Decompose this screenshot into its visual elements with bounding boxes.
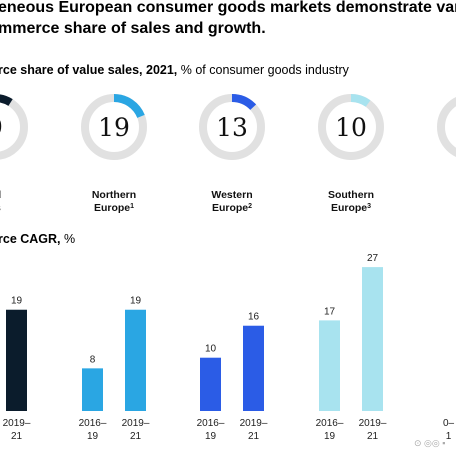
section-heading-cagr: rce CAGR, % bbox=[0, 232, 75, 246]
bar-value-label: 8 bbox=[90, 354, 96, 365]
donut-value: 9 bbox=[0, 113, 3, 142]
region-label: ed bbox=[0, 189, 1, 201]
watermark-logo: ⊙ ◎◎ ▪ bbox=[414, 438, 446, 448]
donut-4 bbox=[437, 94, 456, 160]
bar-value-label: 19 bbox=[11, 296, 23, 307]
x-tick-label: 19 bbox=[324, 431, 336, 442]
bar-value-label: 10 bbox=[205, 344, 217, 355]
x-axis-ticks: 2016– 19 2019– 21 2016– 19 2019– 21 2016– 19 2019–… bbox=[3, 418, 455, 442]
donut-value: 13 bbox=[216, 113, 248, 142]
x-tick-label: 2019– bbox=[359, 418, 387, 429]
bar bbox=[125, 309, 146, 411]
bar bbox=[362, 267, 383, 411]
donut-value: 19 bbox=[98, 113, 130, 142]
x-tick-label: 2019– bbox=[240, 418, 268, 429]
x-tick-label: 2016– bbox=[197, 418, 225, 429]
footnote-marker: 2 bbox=[248, 203, 252, 210]
x-tick-label: 21 bbox=[11, 431, 23, 442]
bar-value-label: 16 bbox=[248, 312, 260, 323]
bar-group-2: 10 16 bbox=[200, 312, 264, 411]
bar-value-label: 19 bbox=[130, 296, 142, 307]
region-label: Southern bbox=[328, 189, 374, 201]
region-label: Northern bbox=[92, 189, 136, 201]
donut-track bbox=[437, 97, 456, 157]
footnote-marker: 1 bbox=[130, 203, 134, 210]
section-heading-share-unit: % of consumer goods industry bbox=[177, 63, 349, 77]
donut-track bbox=[0, 94, 28, 160]
x-tick-label: 21 bbox=[130, 431, 142, 442]
region-label: es bbox=[0, 202, 1, 214]
donut-slice bbox=[318, 94, 384, 160]
donut-slice bbox=[199, 94, 265, 160]
bar-group-0: 19 bbox=[6, 296, 27, 411]
section-heading-cagr-bold: rce CAGR, bbox=[0, 232, 61, 246]
section-heading-share: rce share of value sales, 2021, % of con… bbox=[0, 63, 349, 77]
bar bbox=[243, 325, 264, 411]
x-tick-label: 21 bbox=[248, 431, 260, 442]
section-heading-cagr-unit: % bbox=[60, 232, 76, 246]
bar bbox=[319, 320, 340, 411]
region-label: Europe1 bbox=[94, 202, 134, 214]
bar-group-1: 8 19 bbox=[82, 296, 146, 411]
region-label: Europe3 bbox=[331, 202, 371, 214]
bar-value-label: 27 bbox=[367, 253, 379, 264]
donut-slice bbox=[81, 94, 147, 160]
x-tick-label: 2019– bbox=[3, 418, 31, 429]
donut-value: 10 bbox=[335, 113, 367, 142]
title-line-2: mmerce share of sales and growth. bbox=[0, 20, 266, 37]
bar bbox=[6, 309, 27, 411]
x-tick-label: 2019– bbox=[122, 418, 150, 429]
region-label: Europe2 bbox=[212, 202, 252, 214]
title-line-1: eneous European consumer goods markets d… bbox=[0, 0, 456, 16]
section-heading-share-bold: rce share of value sales, 2021, bbox=[0, 63, 178, 77]
x-tick-label: 1 bbox=[446, 431, 452, 442]
x-tick-label: 21 bbox=[367, 431, 379, 442]
donut-0: 9 edes bbox=[0, 94, 28, 214]
x-tick-label: 2016– bbox=[79, 418, 107, 429]
x-tick-label: 19 bbox=[87, 431, 99, 442]
region-label: Western bbox=[211, 189, 252, 201]
x-tick-label: 2016– bbox=[316, 418, 344, 429]
bar bbox=[200, 357, 221, 411]
x-tick-label: 19 bbox=[205, 431, 217, 442]
bar bbox=[82, 368, 103, 411]
footnote-marker: 3 bbox=[367, 203, 371, 210]
x-tick-label: 0– bbox=[443, 418, 455, 429]
chart-title: eneous European consumer goods markets d… bbox=[0, 0, 456, 39]
bar-value-label: 17 bbox=[324, 306, 336, 317]
